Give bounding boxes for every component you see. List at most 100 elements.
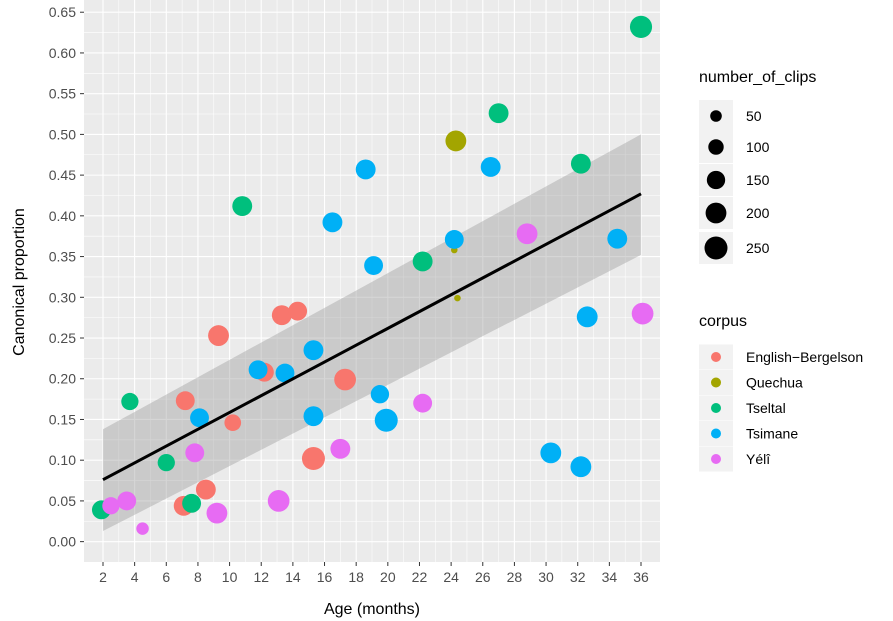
color-legend-dot: [711, 352, 721, 362]
x-tick-label: 18: [348, 569, 364, 585]
data-point: [102, 497, 120, 515]
size-legend-dot: [708, 139, 724, 155]
data-point: [330, 438, 351, 459]
color-legend-dot: [711, 377, 721, 388]
color-legend-label: Tsimane: [746, 426, 798, 442]
y-tick-label: 0.25: [49, 330, 76, 346]
x-tick-label: 34: [602, 569, 618, 585]
x-tick-label: 16: [317, 569, 333, 585]
size-legend-title: number_of_clips: [699, 69, 816, 86]
color-legend-label: English−Bergelson: [746, 349, 863, 365]
y-tick-label: 0.50: [49, 126, 76, 142]
data-point: [121, 392, 139, 411]
data-point: [631, 302, 654, 325]
data-point: [206, 502, 228, 524]
data-point: [185, 443, 205, 463]
data-point: [488, 103, 509, 124]
y-tick-label: 0.00: [49, 534, 76, 550]
data-point: [334, 368, 356, 391]
confidence-band: [102, 134, 642, 532]
x-tick-label: 20: [380, 569, 396, 585]
data-point: [271, 305, 292, 326]
color-legend-dot: [711, 403, 721, 413]
x-tick-label: 22: [412, 569, 428, 585]
data-point: [182, 493, 202, 513]
data-point: [117, 491, 137, 511]
x-tick-label: 12: [253, 569, 269, 585]
x-axis-title: Age (months): [324, 601, 420, 618]
x-tick-label: 32: [570, 569, 586, 585]
x-tick-label: 14: [285, 569, 301, 585]
confidence-ribbon: [102, 134, 642, 532]
y-tick-label: 0.60: [49, 45, 76, 61]
color-legend-label: Tseltal: [746, 400, 786, 416]
color-legend-dot: [711, 454, 721, 464]
data-point: [607, 228, 628, 249]
data-point: [322, 212, 343, 233]
data-point: [224, 414, 242, 432]
data-point: [301, 447, 325, 471]
data-point: [136, 522, 149, 535]
data-point: [355, 159, 376, 180]
trend-line: [102, 192, 642, 482]
x-tick-label: 4: [131, 569, 139, 585]
size-legend-label: 50: [746, 108, 762, 124]
x-tick-label: 30: [538, 569, 554, 585]
y-axis-title: Canonical proportion: [11, 208, 28, 356]
data-point: [412, 251, 433, 272]
y-axis-ticks: 0.00 0.05 0.10 0.15 0.20 0.25 0.30 0.35 0.40 0.45…: [49, 4, 84, 550]
x-tick-label: 6: [162, 569, 170, 585]
size-legend-label: 250: [746, 240, 770, 256]
data-point: [480, 157, 501, 177]
data-point: [364, 256, 384, 275]
size-legend-label: 150: [746, 172, 770, 188]
y-tick-label: 0.15: [49, 411, 76, 427]
data-point: [370, 385, 390, 404]
x-tick-label: 24: [443, 569, 459, 585]
size-legend-label: 100: [746, 139, 770, 155]
data-points: [91, 15, 654, 535]
y-tick-label: 0.40: [49, 208, 76, 224]
size-legend-dot: [704, 236, 728, 260]
size-legend-dot: [705, 202, 727, 224]
data-point: [444, 230, 464, 249]
y-tick-label: 0.55: [49, 86, 76, 102]
size-legend-dot: [710, 110, 722, 122]
data-point: [516, 223, 538, 245]
grid-lines: [84, 0, 660, 562]
color-legend-label: Quechua: [746, 375, 803, 391]
data-point: [576, 306, 598, 328]
data-point: [374, 408, 398, 432]
y-tick-label: 0.65: [49, 4, 76, 20]
data-point: [267, 490, 290, 512]
size-legend-dot: [706, 170, 726, 190]
x-tick-label: 2: [99, 569, 107, 585]
data-point: [540, 442, 562, 464]
trend-line-group: [102, 192, 642, 482]
y-tick-label: 0.45: [49, 167, 76, 183]
data-point: [195, 479, 216, 500]
data-point: [303, 406, 324, 427]
y-tick-label: 0.05: [49, 493, 76, 509]
data-point: [629, 15, 653, 38]
data-point: [190, 408, 209, 428]
x-tick-label: 26: [475, 569, 491, 585]
x-tick-label: 36: [633, 569, 649, 585]
y-tick-label: 0.20: [49, 371, 76, 387]
x-axis-ticks: 2 4 6 8 10 12 14 16 18 20 22 24 26 28 30 32 34 36: [99, 562, 649, 585]
size-legend-label: 200: [746, 205, 770, 221]
data-point: [570, 456, 592, 478]
data-point: [248, 360, 268, 380]
data-point: [208, 325, 229, 346]
x-tick-label: 10: [222, 569, 238, 585]
data-point: [570, 153, 591, 174]
y-tick-label: 0.35: [49, 249, 76, 265]
data-point: [413, 393, 433, 413]
data-point: [157, 454, 175, 472]
data-point: [175, 391, 195, 411]
y-tick-label: 0.30: [49, 289, 76, 305]
data-point: [275, 363, 295, 383]
color-legend: corpus English−Bergelson Quechua Tseltal Ts…: [699, 313, 863, 472]
y-tick-label: 0.10: [49, 452, 76, 468]
